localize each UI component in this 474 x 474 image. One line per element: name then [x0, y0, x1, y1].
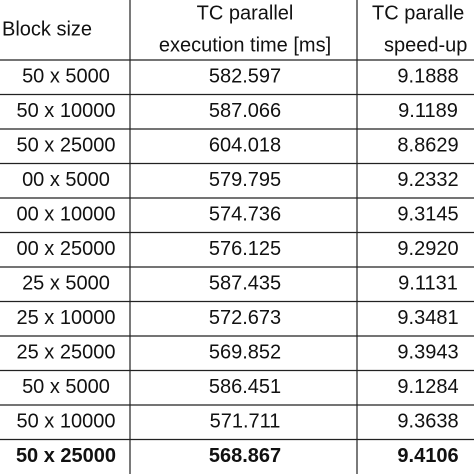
cell: 25 x 5000 — [22, 273, 110, 295]
cell: 50 x 10000 — [17, 411, 116, 433]
cell: 9.1189 — [398, 100, 458, 122]
cell: 9.1888 — [397, 66, 458, 88]
cell: 576.125 — [209, 238, 281, 260]
cell: 50 x 5000 — [22, 376, 110, 398]
cell: 9.1284 — [397, 376, 458, 398]
cell: 582.597 — [209, 66, 281, 88]
cell: 9.2920 — [397, 238, 458, 260]
cell: 50 x 5000 — [22, 66, 110, 88]
cell: 25 x 10000 — [17, 307, 116, 329]
cell: 00 x 25000 — [17, 238, 116, 260]
cell: 569.852 — [209, 342, 281, 364]
cell: 50 x 25000 — [17, 135, 116, 157]
cell: 9.3481 — [397, 307, 458, 329]
cell: 574.736 — [209, 204, 281, 226]
cell: 9.3638 — [397, 411, 458, 433]
cell: 9.3943 — [397, 342, 458, 364]
cell: 604.018 — [209, 135, 281, 157]
cell: 9.2332 — [397, 169, 458, 191]
cell: 00 x 5000 — [22, 169, 110, 191]
cell: 50 x 25000 — [16, 445, 116, 467]
cell: 579.795 — [209, 169, 281, 191]
header-cell: execution time [ms] — [159, 34, 331, 56]
header-cell: TC paralle — [372, 2, 464, 24]
cell: 571.711 — [210, 411, 281, 433]
cell: 8.8629 — [397, 135, 458, 157]
cell: 9.3145 — [397, 204, 458, 226]
cell: 586.451 — [209, 376, 281, 398]
cell: 00 x 10000 — [17, 204, 116, 226]
cell: 50 x 10000 — [17, 100, 116, 122]
cell: 9.4106 — [397, 445, 458, 467]
header-cell: Block size — [2, 18, 92, 40]
cell: 587.435 — [209, 273, 281, 295]
cell: 9.1131 — [398, 273, 458, 295]
header-cell: speed-up — [384, 34, 467, 56]
cell: 572.673 — [209, 307, 281, 329]
cell: 568.867 — [209, 445, 281, 467]
cell: 587.066 — [209, 100, 281, 122]
header-cell: TC parallel — [197, 2, 294, 24]
cell: 25 x 25000 — [17, 342, 116, 364]
